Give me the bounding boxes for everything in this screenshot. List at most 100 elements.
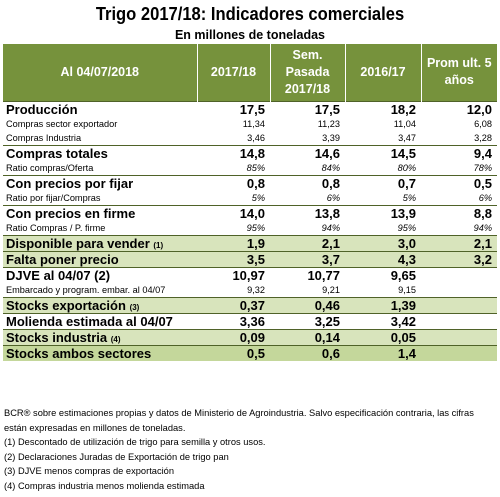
value-cell: 11,23 [317, 119, 340, 129]
value-cell [421, 296, 497, 313]
table-row: Producción 17,5 17,5 18,2 12,0 [3, 100, 497, 117]
row-label-text: Compras Industria [6, 132, 82, 143]
row-label: Compras sector exportador [3, 117, 197, 131]
value-cell: 3,5 [197, 250, 270, 267]
value-cell: 6% [478, 192, 492, 203]
column-header-line: años [444, 73, 474, 88]
row-label-text: Con precios en firme [6, 205, 136, 221]
value-cell: 17,5 [197, 100, 270, 117]
footnote-ref: (4) [110, 334, 121, 344]
indicators-table: Al 04/07/2018 2017/18 Sem. Pasada 2017/18 … [3, 44, 497, 361]
row-label-text: Compras sector exportador [6, 119, 118, 129]
value-cell: 5% [402, 192, 416, 203]
value-cell: 0,05 [345, 328, 421, 345]
value-cell: 12,0 [421, 100, 497, 117]
value-cell: 3,0 [345, 234, 421, 251]
table-row: Ratio compras/Oferta 85% 84% 80% 78% [3, 161, 497, 175]
column-header-line: Sem. [292, 47, 323, 62]
value-cell: 1,4 [345, 344, 421, 361]
value-cell: 14,8 [197, 144, 270, 161]
table-row: Compras sector exportador 11,34 11,23 11,04… [3, 117, 497, 131]
value-cell: 13,8 [270, 204, 345, 221]
row-label: Ratio Compras / P. firme [3, 221, 197, 235]
value-cell: 9,15 [398, 284, 416, 295]
table-subtitle: En millones de toneladas [174, 28, 326, 42]
row-label: Disponible para vender (1) [3, 234, 197, 251]
row-label-text: DJVE al 04/07 (2) [6, 267, 111, 283]
row-label-text: Molienda estimada al 04/07 [6, 313, 173, 329]
column-header: 2016/17 [345, 44, 422, 101]
row-label: Producción [3, 100, 197, 117]
value-cell: 0,5 [197, 344, 270, 361]
value-cell: 3,28 [474, 132, 492, 143]
value-cell: 17,5 [270, 100, 345, 117]
row-label: Con precios en firme [3, 204, 197, 221]
value-cell: 11,34 [242, 119, 265, 129]
table-row: Stocks exportación (3) 0,37 0,46 1,39 [3, 296, 497, 313]
value-cell [421, 344, 497, 361]
row-label-text: Ratio Compras / P. firme [6, 222, 106, 233]
row-label: Ratio compras/Oferta [3, 161, 197, 175]
table-row: Compras totales 14,8 14,6 14,5 9,4 [3, 144, 497, 161]
table-row: Falta poner precio 3,5 3,7 4,3 3,2 [3, 250, 497, 267]
value-cell: 3,46 [247, 132, 265, 143]
column-header-line: Al 04/07/2018 [60, 64, 140, 79]
value-cell: 0,37 [197, 296, 270, 313]
table-row: Con precios por fijar 0,8 0,8 0,7 0,5 [3, 174, 497, 191]
value-cell: 3,25 [270, 312, 345, 329]
value-cell: 2,1 [421, 234, 497, 251]
table-row: Stocks ambos sectores 0,5 0,6 1,4 [3, 344, 497, 361]
value-cell: 85% [246, 162, 265, 173]
row-label: Stocks industria (4) [3, 328, 197, 345]
value-cell: 13,9 [345, 204, 421, 221]
value-cell [421, 266, 497, 283]
table-row: Compras Industria 3,46 3,39 3,47 3,28 [3, 131, 497, 145]
row-label-text: Ratio compras/Oferta [6, 162, 94, 173]
row-label-text: Producción [6, 101, 78, 117]
value-cell: 3,47 [398, 132, 416, 143]
value-cell: 1,9 [197, 234, 270, 251]
row-label-text: Stocks industria [6, 329, 108, 345]
value-cell: 9,21 [322, 284, 340, 295]
table-title: Trigo 2017/18: Indicadores comerciales [95, 4, 405, 24]
footnote: (3) DJVE menos compras de exportación [4, 466, 174, 476]
row-label: Stocks ambos sectores [3, 344, 197, 361]
value-cell: 5% [251, 192, 265, 203]
column-header: Al 04/07/2018 [3, 44, 198, 101]
table-row: Con precios en firme 14,0 13,8 13,9 8,8 [3, 204, 497, 221]
value-cell: 95% [246, 222, 265, 233]
row-label-text: Compras totales [6, 145, 108, 161]
value-cell [421, 312, 497, 329]
column-header: Sem. Pasada 2017/18 [270, 44, 346, 101]
row-label-text: Falta poner precio [6, 251, 119, 267]
column-header: 2017/18 [197, 44, 271, 101]
value-cell: 10,97 [197, 266, 270, 283]
row-label-text: Ratio por fijar/Compras [6, 192, 101, 203]
value-cell: 0,7 [345, 174, 421, 191]
value-cell [421, 283, 497, 297]
footnote-ref: (3) [129, 302, 140, 312]
value-cell [421, 328, 497, 345]
value-cell: 3,39 [322, 132, 340, 143]
table-row: Molienda estimada al 04/07 3,36 3,25 3,42 [3, 312, 497, 329]
header-row: Al 04/07/2018 2017/18 Sem. Pasada 2017/18 … [3, 44, 497, 101]
value-cell: 8,8 [421, 204, 497, 221]
value-cell: 3,42 [345, 312, 421, 329]
row-label: Ratio por fijar/Compras [3, 191, 197, 205]
column-header-line: 2017/18 [210, 64, 257, 79]
column-header-line: 2017/18 [284, 81, 331, 96]
value-cell: 3,36 [197, 312, 270, 329]
value-cell: 0,14 [270, 328, 345, 345]
table-row: Stocks industria (4) 0,09 0,14 0,05 [3, 328, 497, 345]
row-label: DJVE al 04/07 (2) [3, 266, 197, 283]
footnote: (1) Descontado de utilización de trigo p… [4, 437, 266, 447]
value-cell: 11,04 [393, 119, 416, 129]
value-cell: 14,6 [270, 144, 345, 161]
value-cell: 14,5 [345, 144, 421, 161]
table-row: Disponible para vender (1) 1,9 2,1 3,0 2,1 [3, 234, 497, 251]
value-cell: 3,7 [270, 250, 345, 267]
value-cell: 4,3 [345, 250, 421, 267]
value-cell: 78% [473, 162, 492, 173]
footnote-ref: (1) [153, 240, 164, 250]
footnote: (4) Compras industria menos molienda est… [4, 480, 205, 491]
